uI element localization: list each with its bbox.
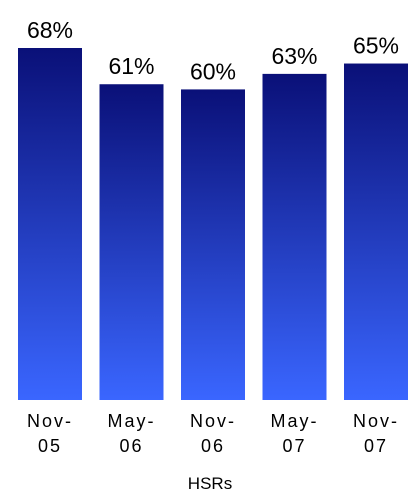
x-tick-label-1-0: May-: [108, 411, 156, 431]
x-tick-labels-group: Nov- 05 May- 06 Nov- 06 May- 07 Nov- 07: [27, 411, 399, 456]
x-tick-label-3-0: May-: [271, 411, 319, 431]
x-tick-label-4-0: Nov-: [353, 411, 399, 431]
x-tick-label-0-1: 05: [38, 436, 62, 456]
bar-0: [18, 48, 82, 400]
bar-4: [344, 63, 408, 400]
x-axis-title: HSRs: [188, 474, 232, 493]
bars-group: [18, 48, 408, 400]
x-tick-label-0-0: Nov-: [27, 411, 73, 431]
data-labels-group: 68% 61% 60% 63% 65%: [27, 17, 399, 84]
bar-3: [262, 73, 327, 400]
data-label-4: 65%: [353, 33, 399, 59]
data-label-1: 61%: [108, 53, 154, 79]
data-label-2: 60%: [190, 58, 236, 84]
x-tick-label-4-1: 07: [364, 436, 388, 456]
x-tick-label-1-1: 06: [119, 436, 143, 456]
data-label-3: 63%: [271, 43, 317, 69]
x-tick-label-3-1: 07: [282, 436, 306, 456]
x-tick-label-2-1: 06: [201, 436, 225, 456]
bar-2: [181, 89, 245, 400]
x-tick-label-2-0: Nov-: [190, 411, 236, 431]
data-label-0: 68%: [27, 17, 73, 43]
bar-1: [99, 84, 164, 400]
